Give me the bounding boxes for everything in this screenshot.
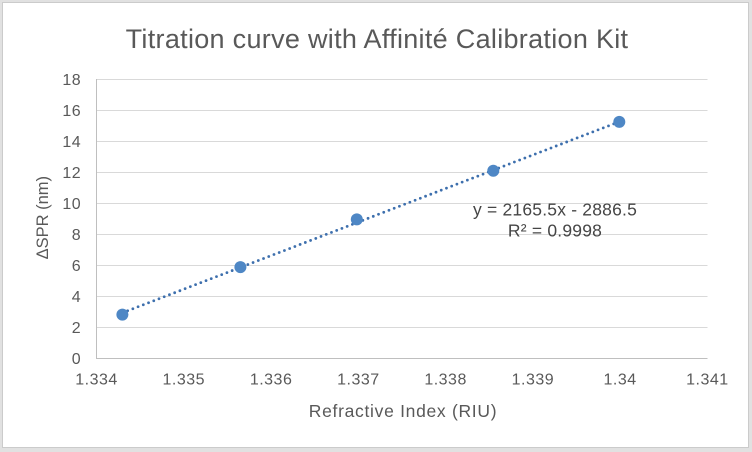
svg-text:12: 12 (62, 165, 81, 182)
svg-text:8: 8 (72, 227, 81, 244)
svg-text:4: 4 (72, 289, 81, 306)
svg-text:16: 16 (62, 103, 81, 120)
svg-text:1.334: 1.334 (75, 372, 118, 389)
svg-text:y = 2165.5x - 2886.5: y = 2165.5x - 2886.5 (473, 200, 637, 220)
svg-text:1.337: 1.337 (337, 372, 380, 389)
svg-text:18: 18 (62, 72, 81, 89)
svg-text:R² = 0.9998: R² = 0.9998 (508, 220, 602, 240)
svg-text:0: 0 (72, 351, 81, 368)
svg-text:14: 14 (62, 134, 81, 151)
svg-text:10: 10 (62, 196, 81, 213)
svg-text:Refractive Index (RIU): Refractive Index (RIU) (309, 401, 498, 421)
svg-text:1.336: 1.336 (250, 372, 293, 389)
svg-text:ΔSPR (nm): ΔSPR (nm) (34, 176, 52, 259)
svg-text:1.335: 1.335 (163, 372, 206, 389)
svg-text:1.339: 1.339 (512, 372, 555, 389)
svg-text:2: 2 (72, 320, 81, 337)
svg-text:Titration curve with Affinité: Titration curve with Affinité Calibratio… (126, 24, 629, 54)
svg-text:1.338: 1.338 (424, 372, 467, 389)
svg-text:1.341: 1.341 (686, 372, 729, 389)
svg-text:6: 6 (72, 258, 81, 275)
svg-text:1.34: 1.34 (604, 372, 637, 389)
